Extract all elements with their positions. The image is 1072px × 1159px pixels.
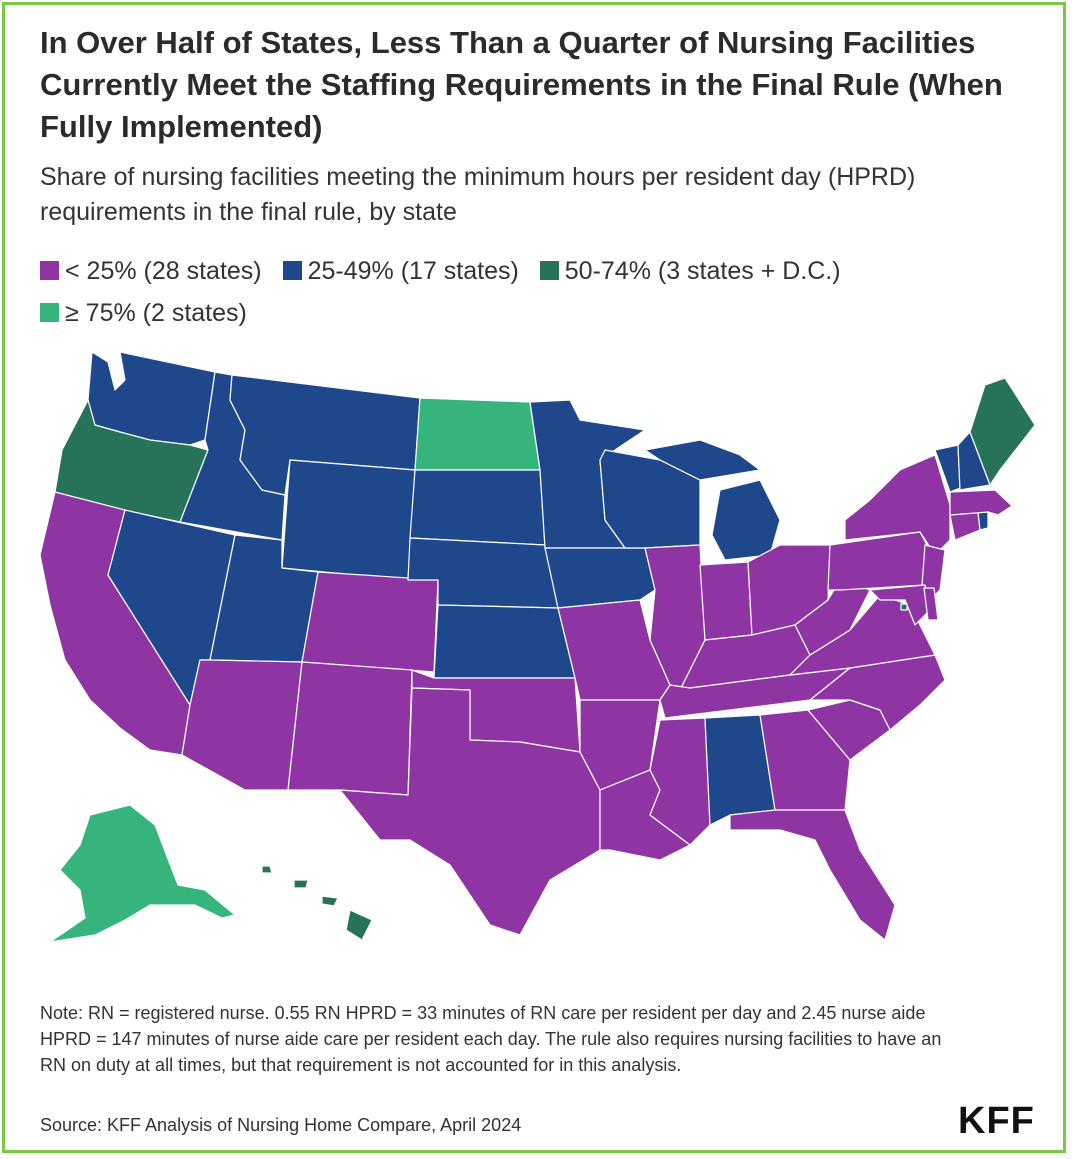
state-IN[interactable] — [699, 561, 753, 641]
state-NY[interactable] — [844, 454, 951, 556]
state-FL[interactable] — [729, 809, 896, 941]
chart-title: In Over Half of States, Less Than a Quar… — [40, 25, 1003, 144]
us-map — [40, 351, 1036, 943]
state-NM[interactable] — [287, 661, 413, 796]
state-IA[interactable] — [544, 547, 656, 609]
legend-item-gte75: ≥ 75% (2 states) — [40, 299, 247, 327]
legend-swatch-25to49 — [282, 261, 302, 280]
state-SD[interactable] — [409, 469, 546, 546]
legend-label-25to49: 25-49% (17 states) — [307, 257, 519, 285]
legend-label-lt25: < 25% (28 states) — [65, 257, 262, 285]
legend-item-25to49: 25-49% (17 states) — [282, 257, 519, 285]
state-HI-2[interactable] — [293, 879, 309, 889]
state-GA[interactable] — [759, 709, 851, 811]
state-AK[interactable] — [49, 804, 236, 943]
state-KS[interactable] — [433, 604, 576, 679]
state-CO[interactable] — [301, 571, 439, 673]
state-HI-3[interactable] — [321, 895, 339, 907]
legend-item-lt25: < 25% (28 states) — [40, 257, 262, 285]
state-MD[interactable] — [869, 584, 931, 626]
source-text: Source: KFF Analysis of Nursing Home Com… — [40, 1115, 522, 1135]
state-ME[interactable] — [969, 377, 1036, 486]
state-ND[interactable] — [414, 397, 541, 471]
legend-label-gte75: ≥ 75% (2 states) — [65, 299, 247, 327]
state-CT[interactable] — [949, 511, 981, 541]
legend: < 25% (28 states) 25-49% (17 states) 50-… — [40, 250, 1040, 334]
state-MI-UP[interactable] — [644, 439, 761, 481]
kff-logo: KFF — [958, 1100, 1035, 1142]
state-MA[interactable] — [949, 489, 1013, 516]
chart-subtitle: Share of nursing facilities meeting the … — [40, 163, 916, 226]
legend-swatch-lt25 — [40, 261, 59, 280]
state-HI-1[interactable] — [261, 865, 273, 874]
state-PA[interactable] — [827, 531, 936, 591]
legend-swatch-gte75 — [40, 303, 59, 322]
state-DE[interactable] — [923, 587, 939, 621]
state-RI[interactable] — [977, 511, 989, 531]
legend-label-50to74: 50-74% (3 states + D.C.) — [564, 257, 841, 285]
legend-item-50to74: 50-74% (3 states + D.C.) — [539, 257, 841, 285]
state-DC[interactable] — [900, 603, 908, 611]
note-text: Note: RN = registered nurse. 0.55 RN HPR… — [40, 1003, 942, 1075]
state-WY[interactable] — [281, 459, 416, 581]
legend-swatch-50to74 — [539, 261, 559, 280]
state-TX[interactable] — [339, 687, 601, 936]
state-AZ[interactable] — [181, 659, 303, 791]
state-HI-4[interactable] — [345, 909, 373, 941]
state-MI[interactable] — [711, 479, 781, 561]
